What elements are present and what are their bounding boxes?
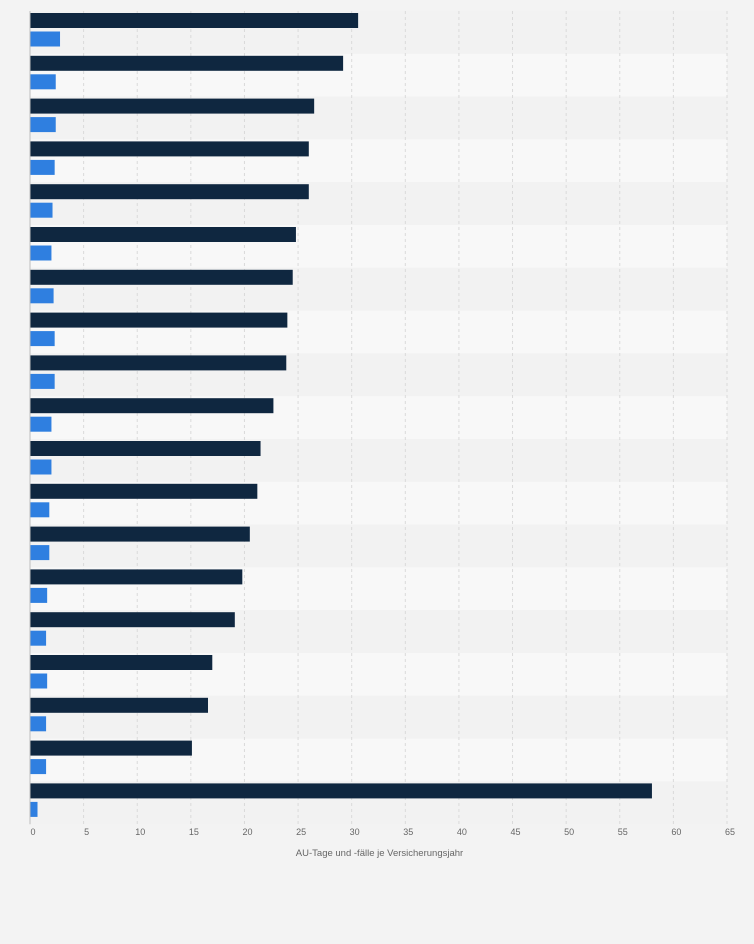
bar-series-2 <box>30 159 55 175</box>
bar-series-1 <box>30 526 250 542</box>
bar-series-2 <box>30 245 52 261</box>
bar-series-1 <box>30 697 209 713</box>
bar-series-1 <box>30 569 243 585</box>
bar-series-1 <box>30 355 287 371</box>
x-tick-label: 25 <box>296 827 306 837</box>
bars <box>30 13 652 817</box>
bar-series-1 <box>30 13 359 28</box>
x-axis-title: AU-Tage und -fälle je Versicherungsjahr <box>296 848 463 859</box>
x-tick-label: 50 <box>564 827 574 837</box>
bar-series-2 <box>30 759 47 775</box>
x-tick-label: 45 <box>511 827 521 837</box>
bar-series-1 <box>30 98 315 114</box>
bar-series-2 <box>30 117 56 133</box>
bar-series-1 <box>30 141 309 157</box>
bar-series-2 <box>30 587 48 603</box>
bar-series-2 <box>30 502 50 518</box>
bar-series-1 <box>30 398 274 414</box>
x-tick-label: 30 <box>350 827 360 837</box>
bar-series-2 <box>30 630 47 646</box>
bar-series-1 <box>30 312 288 328</box>
bar-series-2 <box>30 416 52 432</box>
x-tick-label: 60 <box>671 827 681 837</box>
bar-series-2 <box>30 74 56 90</box>
bar-series-1 <box>30 483 258 499</box>
bar-series-2 <box>30 331 55 347</box>
x-tick-label: 15 <box>189 827 199 837</box>
bar-series-1 <box>30 269 293 285</box>
bar-series-1 <box>30 783 652 799</box>
bar-series-2 <box>30 545 50 561</box>
bar-series-1 <box>30 55 344 71</box>
bar-series-1 <box>30 184 309 200</box>
bar-series-1 <box>30 612 235 628</box>
bar-series-1 <box>30 740 192 756</box>
bar-series-2 <box>30 459 52 475</box>
x-tick-label: 55 <box>618 827 628 837</box>
x-tick-label: 5 <box>84 827 89 837</box>
bar-series-1 <box>30 227 296 242</box>
bar-series-2 <box>30 373 55 389</box>
bar-series-1 <box>30 441 261 456</box>
x-tick-label: 40 <box>457 827 467 837</box>
bar-series-2 <box>30 31 61 47</box>
bar-series-2 <box>30 801 38 817</box>
bar-series-1 <box>30 655 213 670</box>
bar-series-2 <box>30 673 48 689</box>
x-tick-labels: 0 5 10 15 20 25 30 35 40 45 50 55 60 65 <box>30 827 735 837</box>
x-tick-label: 20 <box>242 827 252 837</box>
x-tick-label: 65 <box>725 827 735 837</box>
x-tick-label: 0 <box>30 827 35 837</box>
bar-series-2 <box>30 288 54 304</box>
x-tick-label: 35 <box>403 827 413 837</box>
bar-series-2 <box>30 202 53 218</box>
bar-series-2 <box>30 716 47 732</box>
x-tick-label: 10 <box>135 827 145 837</box>
category-bands <box>30 11 727 825</box>
